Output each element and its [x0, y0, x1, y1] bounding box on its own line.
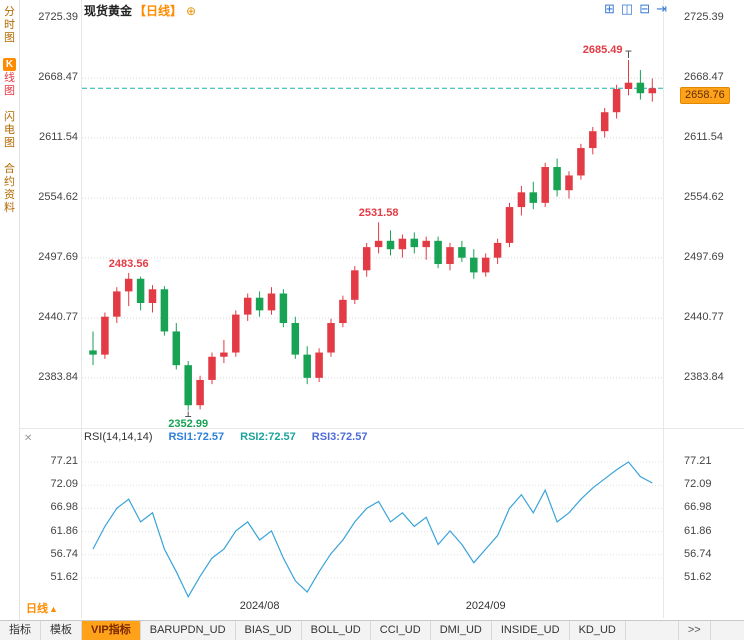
sidebar-item-char: 闪	[4, 111, 15, 123]
left-price-axis: 2725.39 2668.47 2611.54 2554.62 2497.69 2440.…	[24, 0, 78, 620]
next-layout-icon[interactable]: ⇥	[656, 1, 668, 16]
price-axis-label: 2725.39	[38, 11, 78, 23]
rsi-series-label-2: RSI2:72.57	[240, 431, 296, 443]
price-axis-label: 2497.69	[684, 250, 724, 263]
price-axis-label: 2383.84	[684, 370, 724, 383]
more-tabs-button[interactable]: >>	[677, 621, 711, 640]
sidebar-item-char: 图	[4, 32, 15, 44]
sidebar-item-3[interactable]: 合约资料	[4, 163, 15, 215]
bottom-tab-0[interactable]: 指标	[0, 621, 41, 640]
price-axis-label: 2725.39	[684, 11, 724, 23]
rsi-axis-label: 72.09	[684, 478, 712, 491]
sidebar-item-char: 分	[4, 6, 15, 18]
timeframe-text: 日线	[26, 603, 48, 615]
sidebar-item-char: 时	[4, 19, 15, 31]
up-arrow-icon: ▲	[49, 604, 58, 614]
sidebar-item-char: 电	[4, 124, 15, 136]
rsi-axis-label: 77.21	[50, 455, 78, 467]
layout-icons-group: ⊞ ◫ ⊟ ⇥	[604, 1, 667, 16]
price-axis-label: 2497.69	[38, 250, 78, 263]
price-annotation: 2531.58	[358, 207, 399, 220]
candlestick-rsi-chart[interactable]	[0, 0, 744, 620]
symbol-title: 现货黄金	[84, 4, 133, 18]
price-axis-label: 2440.77	[38, 310, 78, 323]
timeframe-label[interactable]: 日线▲	[26, 600, 58, 616]
x-axis-tick-label: 2024/09	[465, 600, 506, 612]
rsi-axis-label: 51.62	[684, 570, 712, 583]
sidebar-item-char: 图	[4, 85, 15, 97]
period-label: 【日线】	[134, 4, 183, 18]
price-axis-label: 2383.84	[38, 370, 78, 383]
chart-header: 现货黄金 【日线】 ⊕	[84, 2, 196, 19]
rsi-title: RSI(14,14,14)	[84, 431, 153, 443]
rsi-series-label-3: RSI3:72.57	[311, 431, 368, 443]
price-axis-label: 2611.54	[39, 130, 78, 143]
bottom-tab-8[interactable]: INSIDE_UD	[492, 621, 570, 640]
rsi-axis-label: 61.86	[50, 524, 78, 537]
last-price-badge: 2658.76	[680, 87, 730, 105]
price-axis-label: 2440.77	[684, 310, 724, 323]
bottom-tab-6[interactable]: CCI_UD	[371, 621, 431, 640]
x-axis-tick-label: 2024/08	[239, 600, 280, 612]
price-axis-label: 2554.62	[38, 190, 78, 203]
bottom-tab-7[interactable]: DMI_UD	[431, 621, 492, 640]
rsi-axis-label: 61.86	[684, 524, 712, 537]
rsi-series-label-1: RSI1:72.57	[168, 431, 225, 443]
rsi-axis-label: 51.62	[50, 570, 78, 583]
rsi-series-values: RSI1:72.57 RSI2:72.57 RSI3:72.57	[168, 431, 367, 443]
price-axis-label: 2668.47	[38, 70, 78, 83]
rsi-axis-label: 66.98	[50, 501, 78, 514]
sidebar-item-char: 约	[4, 176, 15, 188]
price-axis-label: 2554.62	[684, 190, 724, 203]
sidebar-item-0[interactable]: 分时图	[4, 6, 15, 45]
sidebar-item-char: 合	[4, 163, 15, 175]
bottom-tab-5[interactable]: BOLL_UD	[302, 621, 371, 640]
bottom-tab-9[interactable]: KD_UD	[570, 621, 626, 640]
price-annotation: 2483.56	[108, 257, 149, 270]
bottom-tab-1[interactable]: 模板	[41, 621, 82, 640]
rsi-axis-label: 56.74	[50, 547, 78, 560]
bottom-tab-3[interactable]: BARUPDN_UD	[141, 621, 236, 640]
price-annotation: 2685.49	[582, 44, 623, 57]
grid-2x2-icon[interactable]: ⊞	[604, 1, 615, 16]
bottom-tab-bar: 指标 模板 VIP指标 BARUPDN_UD BIAS_UD BOLL_UD CCI_UD D…	[0, 620, 744, 640]
split-columns-icon[interactable]: ◫	[620, 1, 634, 16]
price-axis-label: 2668.47	[684, 70, 724, 83]
sidebar-item-char: K	[3, 58, 16, 71]
close-indicator-icon[interactable]: ✕	[24, 433, 33, 444]
right-price-axis: 2725.39 2668.47 2611.54 2554.62 2497.69 2440.…	[684, 0, 742, 620]
rsi-axis-label: 66.98	[684, 501, 712, 514]
split-rows-icon[interactable]: ⊟	[639, 1, 651, 16]
rsi-axis-label: 77.21	[684, 455, 712, 467]
sidebar-item-char: 图	[4, 137, 15, 149]
sidebar-item-char: 料	[4, 202, 15, 214]
add-indicator-icon[interactable]: ⊕	[186, 3, 197, 18]
sidebar-item-2[interactable]: 闪电图	[4, 111, 15, 150]
bottom-tab-4[interactable]: BIAS_UD	[236, 621, 302, 640]
bottom-tab-2[interactable]: VIP指标	[82, 621, 141, 640]
price-annotation: 2352.99	[168, 417, 209, 430]
sidebar-item-char: 线	[4, 72, 15, 84]
rsi-axis-label: 56.74	[684, 547, 712, 560]
rsi-header: RSI(14,14,14) RSI1:72.57 RSI2:72.57 RSI3:7…	[84, 431, 367, 443]
sidebar-item-char: 资	[4, 189, 15, 201]
rsi-axis-label: 72.09	[50, 478, 78, 491]
price-axis-label: 2611.54	[684, 130, 723, 143]
